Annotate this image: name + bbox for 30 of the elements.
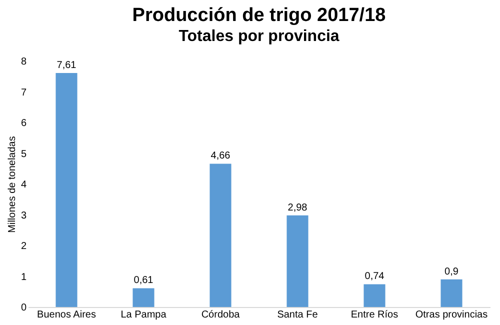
- data-label: 2,98: [288, 202, 308, 214]
- y-tick-label: 5: [20, 148, 27, 160]
- x-tick-label: Otras provincias: [415, 310, 488, 320]
- bar: [286, 215, 308, 307]
- y-tick-label: 2: [20, 241, 27, 252]
- y-tick-label: 6: [20, 118, 27, 129]
- data-label: 0,9: [444, 266, 459, 278]
- x-tick-label: Buenos Aires: [37, 310, 96, 320]
- x-tick-label: Santa Fe: [277, 310, 318, 320]
- data-label: 7,61: [56, 60, 77, 71]
- y-tick-label: 3: [20, 210, 27, 222]
- y-tick-label: 7: [20, 87, 27, 98]
- x-tick-label: La Pampa: [120, 310, 167, 320]
- bar: [132, 288, 154, 307]
- y-tick-label: 1: [20, 272, 27, 283]
- y-tick-label: 4: [20, 180, 27, 190]
- bar: [210, 164, 232, 307]
- bar: [440, 279, 462, 307]
- y-tick-label: 8: [20, 56, 27, 68]
- x-tick-label: Córdoba: [201, 310, 240, 320]
- chart-title: Producción de trigo 2017/18: [132, 5, 386, 26]
- bar: [56, 72, 78, 307]
- y-axis-title: Millones de toneladas: [6, 136, 18, 233]
- chart-subtitle: Totales por provincia: [178, 28, 340, 45]
- y-tick-label: 0: [20, 302, 27, 314]
- bar: [364, 284, 386, 307]
- x-tick-label: Entre Ríos: [350, 310, 398, 320]
- data-label: 0,74: [364, 271, 385, 282]
- data-label: 4,66: [210, 150, 231, 162]
- data-label: 0,61: [134, 275, 154, 286]
